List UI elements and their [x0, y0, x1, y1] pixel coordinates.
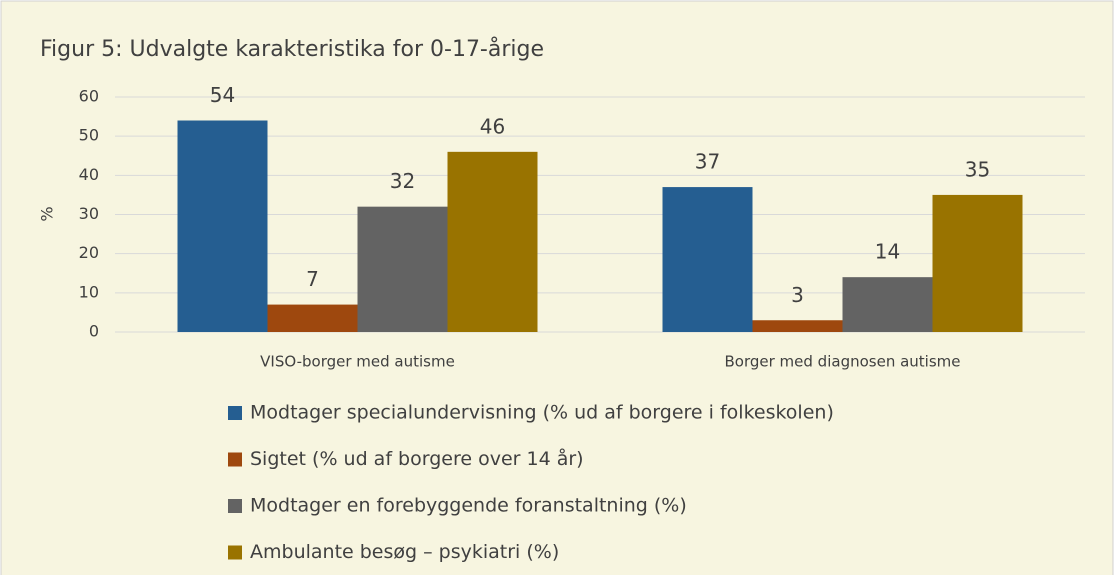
- bar: [662, 187, 753, 332]
- data-label: 54: [210, 83, 235, 107]
- bar: [932, 194, 1023, 332]
- y-tick-label: 60: [79, 87, 99, 106]
- chart-title: Figur 5: Udvalgte karakteristika for 0-1…: [40, 36, 544, 62]
- legend-label: Modtager en forebyggende foranstaltning …: [250, 495, 687, 517]
- legend-swatch: [228, 499, 242, 513]
- bar: [267, 304, 358, 332]
- data-label: 14: [875, 240, 900, 264]
- data-label: 32: [390, 169, 415, 193]
- bar: [752, 320, 843, 332]
- legend-swatch: [228, 452, 242, 467]
- x-tick-label: Borger med diagnosen autisme: [725, 353, 961, 371]
- y-tick-label: 10: [79, 282, 99, 301]
- y-tick-label: 20: [79, 243, 99, 262]
- x-tick-label: VISO-borger med autisme: [260, 353, 455, 371]
- legend-label: Ambulante besøg – psykiatri (%): [250, 541, 559, 563]
- legend-swatch: [228, 545, 242, 560]
- bar: [842, 277, 933, 332]
- bar: [447, 151, 538, 332]
- y-axis-label: %: [38, 206, 57, 221]
- data-label: 3: [791, 283, 804, 307]
- data-label: 35: [965, 157, 990, 181]
- legend-label: Sigtet (% ud af borgere over 14 år): [250, 447, 584, 470]
- legend-swatch: [228, 406, 242, 420]
- data-label: 37: [695, 150, 720, 174]
- bar: [357, 206, 448, 332]
- y-tick-label: 50: [79, 126, 99, 145]
- y-tick-label: 0: [89, 322, 99, 341]
- legend-label: Modtager specialundervisning (% ud af bo…: [250, 402, 834, 424]
- data-label: 7: [306, 267, 319, 291]
- y-tick-label: 40: [79, 165, 99, 184]
- data-label: 46: [480, 114, 505, 138]
- y-tick-label: 30: [79, 204, 99, 223]
- bar: [177, 120, 268, 332]
